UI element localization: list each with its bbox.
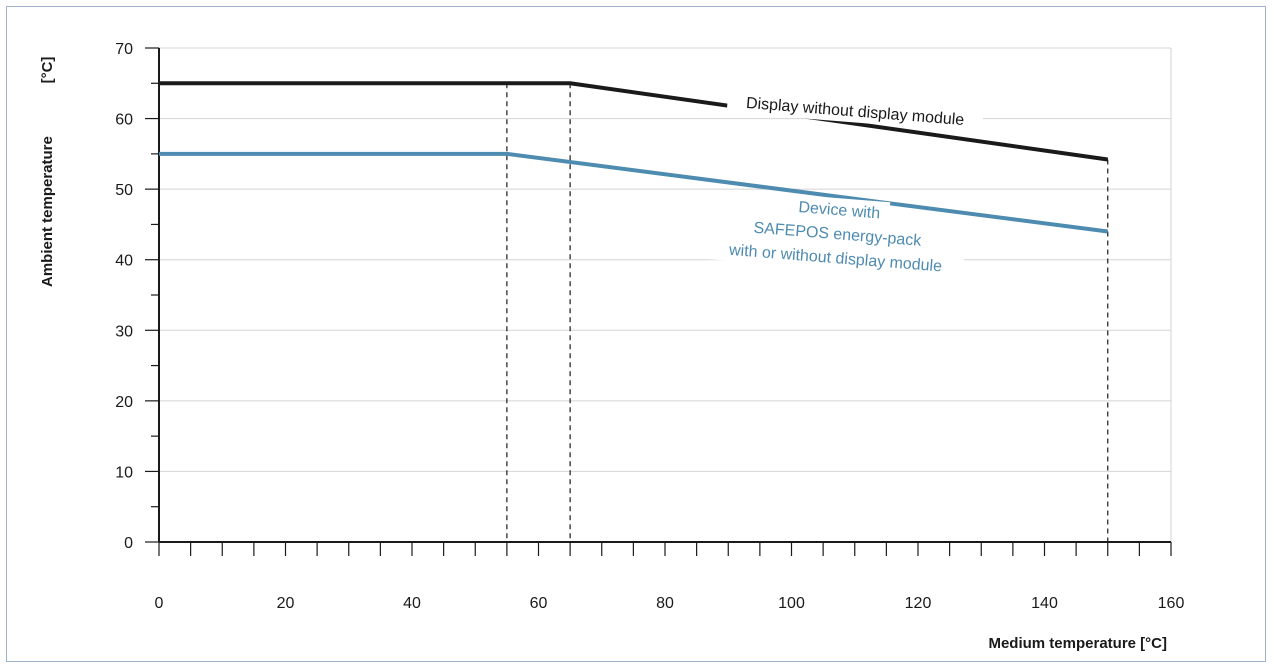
grid-lines	[159, 47, 1172, 542]
axes: 0 10 20 30 40 50 60 70 0 20 40 60 80 100 120 140 160	[115, 41, 1184, 612]
x-tick-label-80: 80	[656, 595, 674, 612]
x-tick-label-20: 20	[277, 595, 295, 612]
x-tick-label-40: 40	[403, 595, 421, 612]
x-tick-label-160: 160	[1158, 595, 1185, 612]
y-axis-unit: [°C]	[39, 57, 56, 84]
y-tick-label-30: 30	[115, 323, 133, 340]
x-tick-label-140: 140	[1031, 595, 1058, 612]
series-line-1	[159, 81, 1109, 162]
y-tick-label-10: 10	[115, 464, 133, 481]
series-label-bg-2-0	[788, 194, 891, 226]
x-tick-label-60: 60	[530, 595, 548, 612]
series-line-2	[159, 151, 1109, 234]
reference-lines	[506, 83, 1109, 542]
series-label-bg-1-0	[726, 89, 984, 133]
x-tick-label-120: 120	[905, 595, 932, 612]
y-axis-title: Ambient temperature	[39, 136, 56, 287]
series-lines	[159, 81, 1109, 234]
series-label-1: Display without display module	[726, 89, 984, 133]
series-label-text-2-0: Device with	[798, 199, 881, 222]
chart-frame: 0 10 20 30 40 50 60 70 0 20 40 60 80 100 120 140 160 Dis…	[6, 6, 1266, 662]
x-tick-label-0: 0	[155, 595, 164, 612]
y-tick-label-50: 50	[115, 182, 133, 199]
y-tick-label-70: 70	[115, 41, 133, 58]
y-tick-label-60: 60	[115, 112, 133, 129]
chart-svg: 0 10 20 30 40 50 60 70 0 20 40 60 80 100 120 140 160 Dis…	[39, 41, 1184, 652]
series-label-bg-2-2	[707, 236, 965, 280]
y-tick-label-0: 0	[124, 535, 133, 552]
x-axis-title: Medium temperature [°C]	[988, 635, 1167, 652]
y-tick-label-20: 20	[115, 394, 133, 411]
series-label-bg-2-1	[749, 215, 926, 252]
y-tick-label-40: 40	[115, 253, 133, 270]
x-tick-label-100: 100	[778, 595, 805, 612]
